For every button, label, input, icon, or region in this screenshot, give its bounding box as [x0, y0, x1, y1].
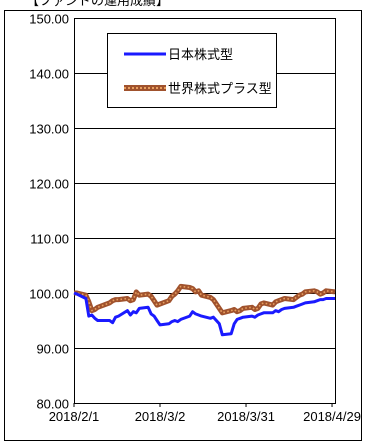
legend-label-sekai: 世界株式プラス型	[168, 81, 272, 96]
chart-frame	[4, 10, 362, 441]
chart-title: 【ファンドの運用成績】	[26, 0, 169, 8]
plot-area	[74, 18, 336, 404]
x-axis-ticks: 2018/2/1 2018/3/2 2018/3/31 2018/4/29	[49, 403, 361, 424]
y-tick-label: 140.00	[29, 67, 69, 82]
y-tick-label: 120.00	[29, 177, 69, 192]
legend: 日本株式型 世界株式プラス型	[107, 33, 277, 108]
series-line-sekai	[74, 283, 336, 316]
y-tick-label: 110.00	[30, 232, 69, 247]
series-line-nihon	[73, 291, 335, 337]
legend-label-nihon: 日本株式型	[168, 47, 233, 62]
legend-box	[107, 33, 277, 108]
y-tick-label: 150.00	[29, 12, 69, 27]
y-tick-label: 80.00	[36, 397, 69, 412]
y-tick-label: 100.00	[29, 287, 69, 302]
x-tick-label: 2018/3/2	[135, 409, 186, 424]
y-axis-ticks: 150.00 140.00 130.00 120.00 110.00 100.00 90.0…	[29, 12, 69, 412]
y-tick-label: 90.00	[36, 342, 69, 357]
x-tick-label: 2018/2/1	[49, 409, 100, 424]
x-tick-label: 2018/4/29	[303, 409, 361, 424]
y-tick-label: 130.00	[29, 122, 69, 137]
x-tick-label: 2018/3/31	[217, 409, 275, 424]
series-layer	[73, 283, 336, 337]
